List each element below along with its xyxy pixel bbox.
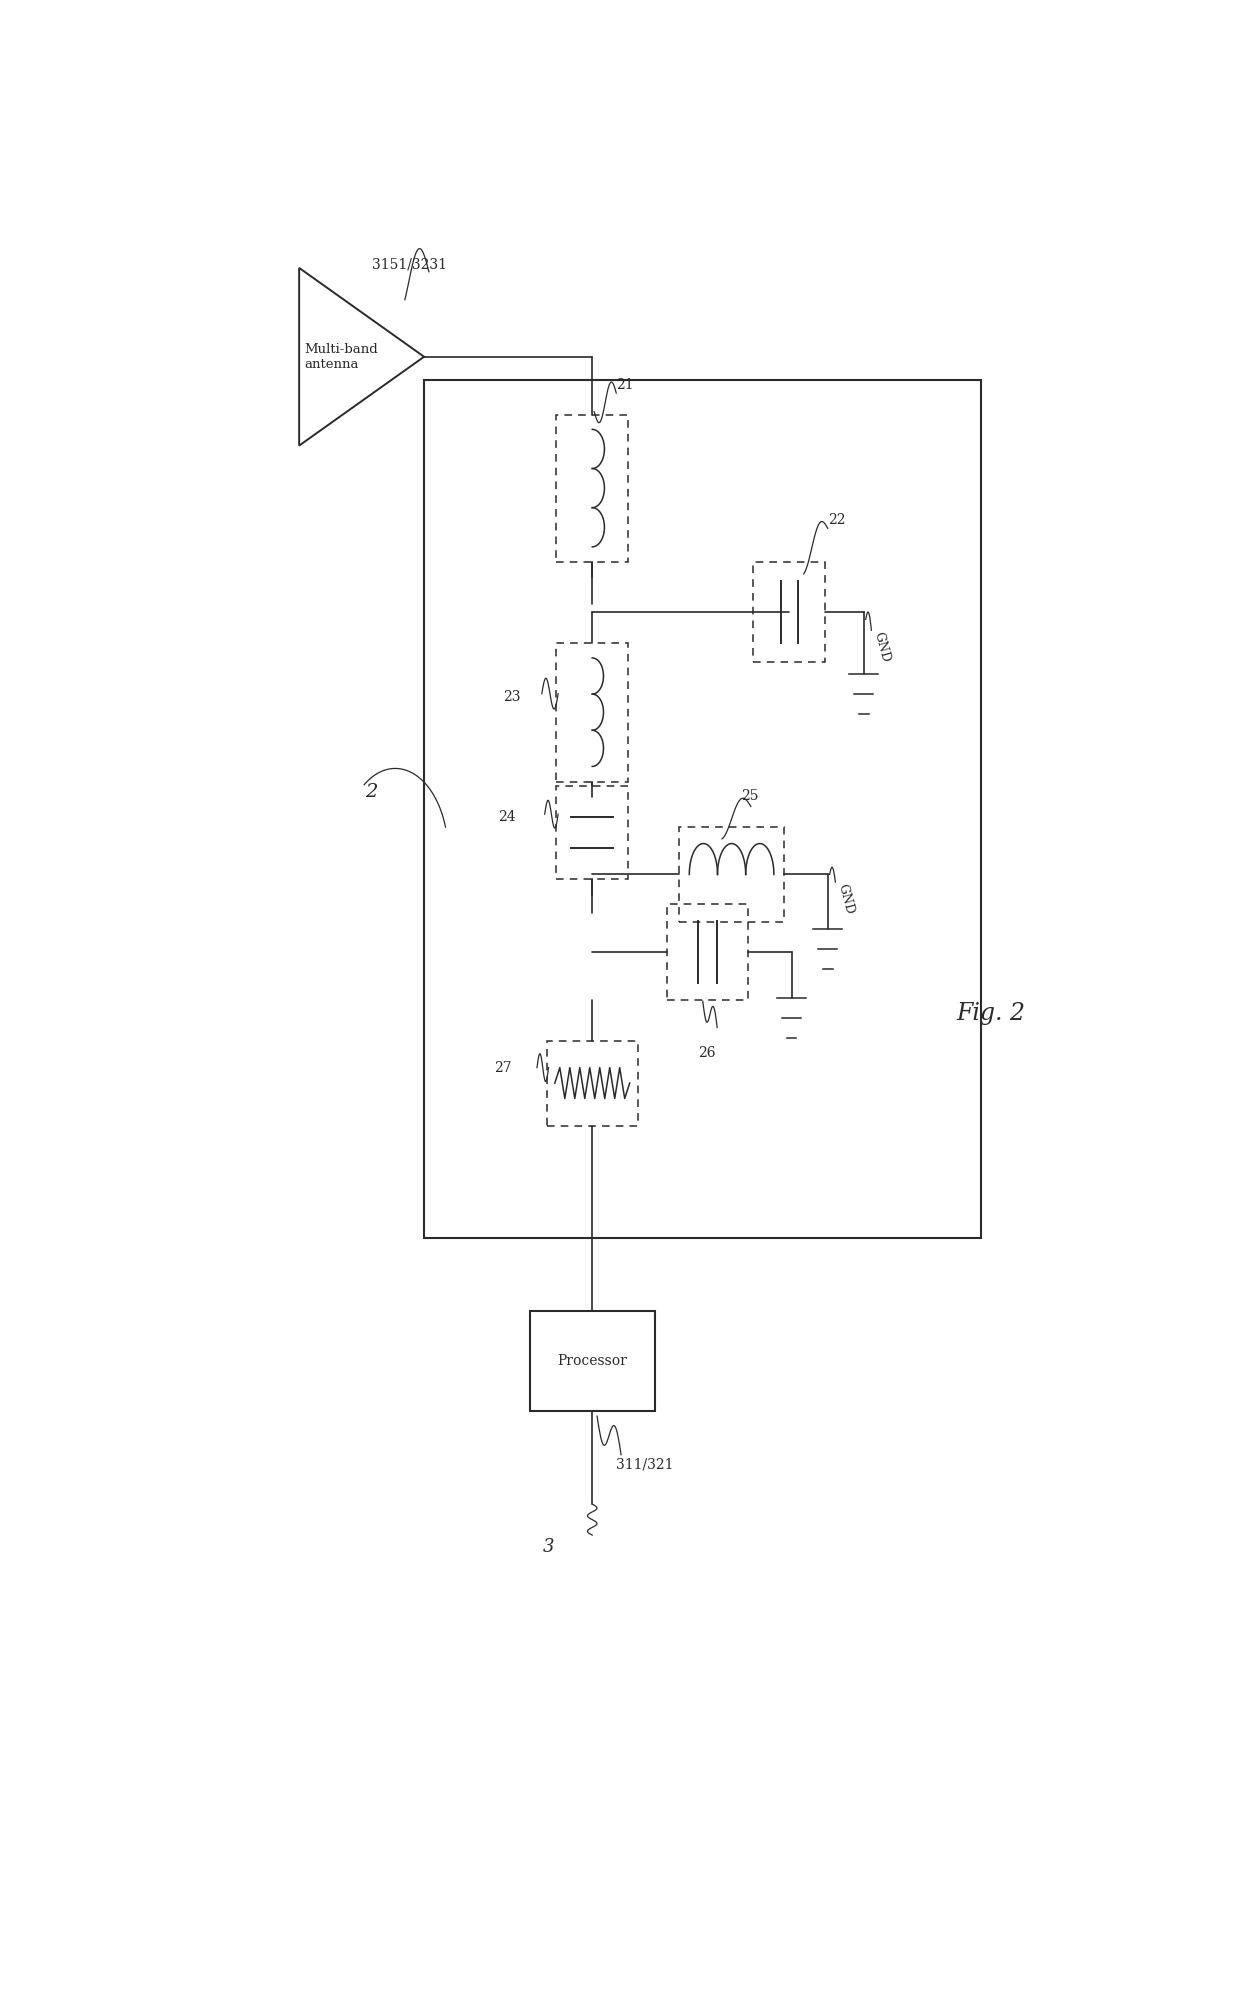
Text: 24: 24 xyxy=(498,811,516,825)
Text: 21: 21 xyxy=(616,377,634,391)
Text: Fig. 2: Fig. 2 xyxy=(956,1001,1025,1026)
Bar xyxy=(678,827,785,923)
Text: 25: 25 xyxy=(742,789,759,803)
Text: 3: 3 xyxy=(543,1539,554,1557)
Text: 26: 26 xyxy=(698,1046,715,1060)
Bar xyxy=(557,415,629,562)
Text: 27: 27 xyxy=(494,1060,511,1074)
Bar xyxy=(667,903,749,999)
Text: 3151/3231: 3151/3231 xyxy=(372,257,448,271)
Text: Multi-band
antenna: Multi-band antenna xyxy=(304,343,378,371)
Text: 2: 2 xyxy=(365,783,377,801)
Bar xyxy=(547,1040,637,1126)
Text: Processor: Processor xyxy=(557,1355,627,1369)
Bar xyxy=(529,1311,655,1411)
Text: GND: GND xyxy=(836,883,856,915)
Bar xyxy=(753,562,826,662)
Text: GND: GND xyxy=(872,630,892,664)
Text: 22: 22 xyxy=(828,512,846,526)
Text: 23: 23 xyxy=(503,690,521,704)
Bar xyxy=(557,787,629,879)
Bar xyxy=(557,642,629,783)
Bar xyxy=(424,379,982,1238)
Text: 311/321: 311/321 xyxy=(616,1457,673,1471)
